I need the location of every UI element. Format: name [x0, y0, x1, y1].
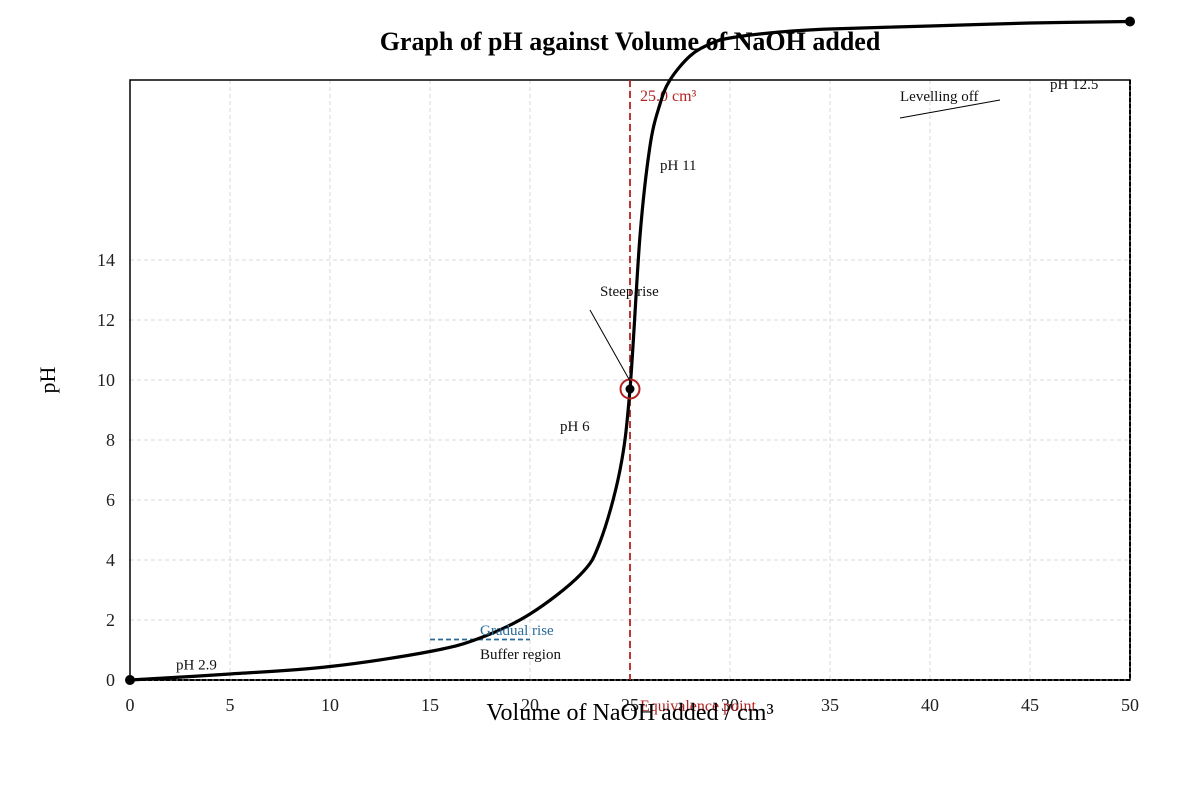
equivalence-point-ring: [619, 378, 641, 400]
annotation-label: Steep rise: [600, 284, 659, 300]
x-tick-label: 15: [421, 695, 439, 715]
x-tick-label: 0: [126, 695, 135, 715]
y-tick-label: 12: [97, 310, 115, 330]
y-tick-label: 10: [97, 370, 115, 390]
equivalence-point-dot: [625, 384, 635, 394]
annotation-label: pH 12.5: [1050, 77, 1098, 93]
y-tick-label: 6: [106, 490, 115, 510]
y-tick-label: 14: [97, 250, 115, 270]
steep-rise-leader: [589, 309, 631, 382]
annotation-label: Buffer region: [480, 647, 561, 663]
x-tick-label: 25: [621, 695, 639, 715]
y-tick-label: 2: [106, 610, 115, 630]
equivalence-volume-label: 25.0 cm³: [640, 88, 697, 105]
y-axis-label: pH: [35, 366, 60, 393]
y-tick-label: 0: [106, 670, 115, 690]
y-tick-label: 4: [106, 550, 115, 570]
x-tick-label: 5: [226, 695, 235, 715]
y-tick-label: 8: [106, 430, 115, 450]
annotation-label: pH 6: [560, 419, 590, 435]
annotation-label: Gradual rise: [480, 623, 554, 639]
curve-endpoint: [125, 675, 135, 685]
curve-endpoint: [1125, 16, 1135, 27]
x-tick-label: 50: [1121, 695, 1139, 715]
levelling-off-leader: [899, 99, 1001, 119]
titration-curve: [129, 19, 1131, 682]
curve-group: [125, 16, 1135, 685]
annotation-label: pH 2.9: [176, 658, 217, 674]
x-tick-label: 45: [1021, 695, 1039, 715]
x-tick-label: 35: [821, 695, 839, 715]
x-tick-label: 10: [321, 695, 339, 715]
x-tick-label: 20: [521, 695, 539, 715]
x-axis-label: Volume of NaOH added / cm³: [486, 700, 773, 726]
annotation-label: pH 11: [660, 158, 697, 174]
annotations: pH 2.9 Gradual rise Buffer region pH 6 Steep…: [176, 77, 1098, 674]
x-tick-label: 40: [921, 695, 939, 715]
equivalence-point-label: Equivalence point: [640, 698, 757, 715]
tick-labels: 0 5 10 15 20 25 30 35 40 45 50 0 2 4 6 8 10 12 14: [97, 250, 1139, 715]
x-tick-label: 30: [721, 695, 739, 715]
annotation-label: Levelling off: [900, 89, 978, 105]
